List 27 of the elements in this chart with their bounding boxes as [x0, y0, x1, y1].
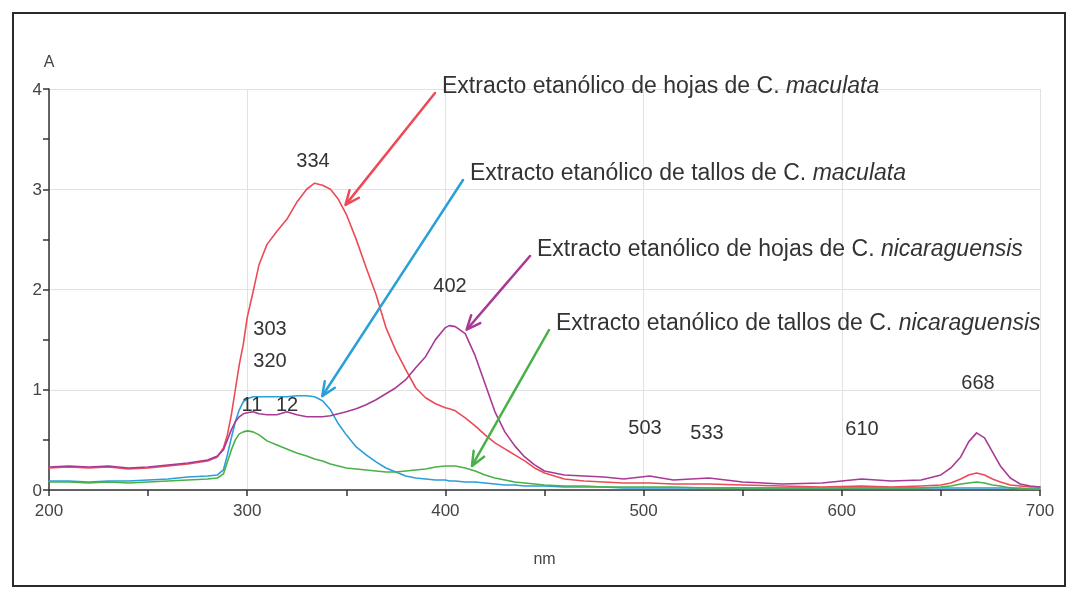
y-tick-label: 3: [32, 179, 42, 199]
annotation: 12: [275, 393, 299, 415]
y-tick-label: 1: [32, 380, 42, 400]
x-tick-label: 500: [629, 501, 658, 520]
y-tick-label: 0: [32, 480, 42, 500]
annotation: 668: [961, 371, 995, 393]
annotation: 303: [253, 317, 287, 339]
x-tick-label: 600: [827, 501, 856, 520]
x-tick-label: 200: [34, 501, 64, 520]
annotation: 334: [296, 149, 330, 171]
annotation: 11: [241, 393, 263, 415]
y-tick-label: 4: [32, 79, 42, 99]
annotation: 402: [433, 274, 467, 296]
y-tick-label: 2: [32, 280, 42, 299]
x-tick-label: 700: [1025, 501, 1055, 520]
x-tick-label: 400: [431, 501, 460, 520]
annotation: 610: [845, 417, 879, 439]
x-axis-title: nm: [533, 549, 556, 567]
annotation: 503: [628, 416, 662, 438]
annotation: 320: [253, 349, 287, 371]
text: Extracto etanólico de tallos de C. maculata: [470, 159, 906, 185]
x-tick-label: 300: [233, 501, 262, 520]
text: Extracto etanólico de hojas de C. maculata: [442, 72, 880, 98]
text: Extracto etanólico de hojas de C. nicaraguensis: [537, 235, 1024, 261]
annotation: 533: [690, 421, 724, 443]
y-axis-title: A: [43, 52, 55, 70]
text: Extracto etanólico de tallos de C. nicaraguensis: [556, 309, 1042, 335]
